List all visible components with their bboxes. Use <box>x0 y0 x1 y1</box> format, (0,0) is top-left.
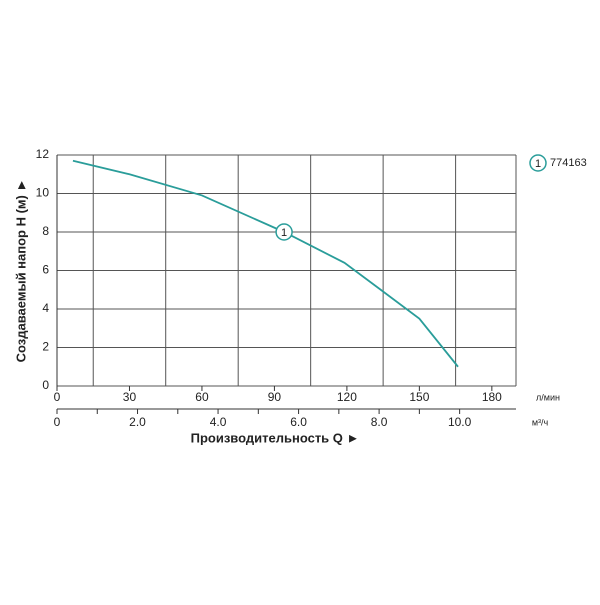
x2-tick-label: 2.0 <box>129 415 146 429</box>
y-tick-label: 8 <box>42 224 49 238</box>
x2-tick-label: 8.0 <box>371 415 388 429</box>
legend-label: 774163 <box>550 157 587 169</box>
x2-tick-label: 0 <box>54 415 61 429</box>
y-tick-label: 0 <box>42 378 49 392</box>
curve-marker-label: 1 <box>281 227 287 239</box>
x-tick-label: 150 <box>409 390 429 404</box>
x-axis-title: Производительность Q ► <box>191 430 360 445</box>
x-tick-label: 60 <box>195 390 209 404</box>
x2-tick-label: 4.0 <box>210 415 227 429</box>
x-tick-label: 30 <box>123 390 137 404</box>
legend-marker <box>529 154 547 172</box>
y-tick-label: 2 <box>42 340 49 354</box>
x2-unit: м³/ч <box>532 417 549 427</box>
x-unit: л/мин <box>536 392 560 402</box>
x-tick-label: 90 <box>268 390 282 404</box>
x-tick-label: 0 <box>54 390 61 404</box>
y-tick-label: 10 <box>36 186 50 200</box>
x-tick-label: 120 <box>337 390 357 404</box>
curve <box>72 159 459 368</box>
curve-marker <box>275 223 293 241</box>
legend-marker-label: 1 <box>535 158 541 170</box>
x-tick-label: 180 <box>482 390 502 404</box>
x2-tick-label: 10.0 <box>448 415 472 429</box>
y-tick-label: 12 <box>36 147 50 161</box>
x2-tick-label: 6.0 <box>290 415 307 429</box>
y-tick-label: 6 <box>42 263 49 277</box>
y-tick-label: 4 <box>42 301 49 315</box>
y-axis-title: Создаваемый напор H (м) ► <box>13 179 28 363</box>
